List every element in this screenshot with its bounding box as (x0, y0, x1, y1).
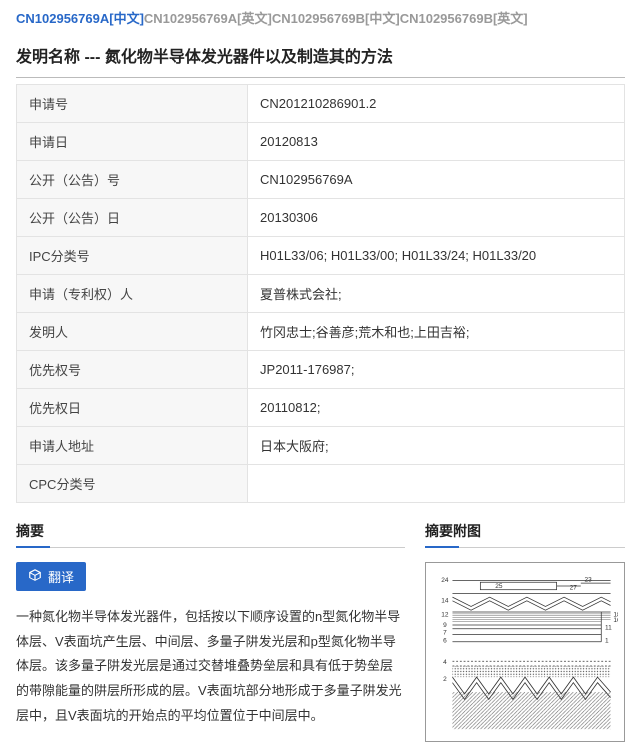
abstract-heading: 摘要 (16, 521, 405, 548)
doc-variant-link[interactable]: CN102956769A[英文] (144, 11, 272, 26)
field-label: 申请号 (17, 85, 248, 123)
svg-text:27: 27 (570, 585, 578, 592)
field-label: 发明人 (17, 313, 248, 351)
svg-text:12: 12 (441, 612, 449, 619)
svg-text:25: 25 (495, 583, 503, 590)
field-label: 公开（公告）日 (17, 199, 248, 237)
table-row: 申请（专利权）人夏普株式会社; (17, 275, 625, 313)
svg-text:23: 23 (585, 576, 593, 583)
field-label: 优先权号 (17, 351, 248, 389)
field-value: 20130306 (248, 199, 625, 237)
field-value: 日本大阪府; (248, 427, 625, 465)
field-value: 夏普株式会社; (248, 275, 625, 313)
abstract-figure: 25 23 27 24 14 12 9 7 6 4 2 18 16 11 1 (425, 562, 625, 742)
field-value: 20110812; (248, 389, 625, 427)
table-row: 申请号CN201210286901.2 (17, 85, 625, 123)
table-row: CPC分类号 (17, 465, 625, 503)
table-row: 公开（公告）号CN102956769A (17, 161, 625, 199)
svg-text:7: 7 (443, 629, 447, 636)
svg-text:4: 4 (443, 659, 447, 666)
field-label: 申请（专利权）人 (17, 275, 248, 313)
field-label: 申请日 (17, 123, 248, 161)
translate-button[interactable]: 翻译 (16, 562, 86, 591)
doc-variant-link[interactable]: CN102956769A[中文] (16, 11, 144, 26)
svg-text:16: 16 (613, 617, 618, 624)
svg-text:9: 9 (443, 622, 447, 629)
svg-text:14: 14 (441, 598, 449, 605)
svg-text:11: 11 (605, 625, 612, 632)
doc-variant-link[interactable]: CN102956769B[中文] (272, 11, 400, 26)
field-value: CN102956769A (248, 161, 625, 199)
field-value: 竹冈忠士;谷善彦;荒木和也;上田吉裕; (248, 313, 625, 351)
field-label: 公开（公告）号 (17, 161, 248, 199)
field-value (248, 465, 625, 503)
table-row: IPC分类号H01L33/06; H01L33/00; H01L33/24; H… (17, 237, 625, 275)
table-row: 优先权日20110812; (17, 389, 625, 427)
info-table: 申请号CN201210286901.2申请日20120813公开（公告）号CN1… (16, 84, 625, 503)
translate-icon (28, 568, 42, 585)
field-value: CN201210286901.2 (248, 85, 625, 123)
field-label: CPC分类号 (17, 465, 248, 503)
field-label: 优先权日 (17, 389, 248, 427)
table-row: 申请日20120813 (17, 123, 625, 161)
field-value: H01L33/06; H01L33/00; H01L33/24; H01L33/… (248, 237, 625, 275)
figure-heading: 摘要附图 (425, 521, 625, 548)
field-value: 20120813 (248, 123, 625, 161)
doc-variant-link[interactable]: CN102956769B[英文] (400, 11, 528, 26)
table-row: 发明人竹冈忠士;谷善彦;荒木和也;上田吉裕; (17, 313, 625, 351)
field-label: 申请人地址 (17, 427, 248, 465)
table-row: 申请人地址日本大阪府; (17, 427, 625, 465)
page-title: 发明名称 --- 氮化物半导体发光器件以及制造其的方法 (16, 37, 625, 78)
field-value: JP2011-176987; (248, 351, 625, 389)
translate-label: 翻译 (48, 567, 74, 586)
svg-text:6: 6 (443, 638, 447, 645)
table-row: 公开（公告）日20130306 (17, 199, 625, 237)
table-row: 优先权号JP2011-176987; (17, 351, 625, 389)
abstract-text: 一种氮化物半导体发光器件，包括按以下顺序设置的n型氮化物半导体层、V表面坑产生层… (16, 605, 405, 728)
svg-text:24: 24 (441, 577, 449, 584)
field-label: IPC分类号 (17, 237, 248, 275)
svg-text:2: 2 (443, 676, 447, 683)
svg-text:1: 1 (605, 638, 609, 645)
